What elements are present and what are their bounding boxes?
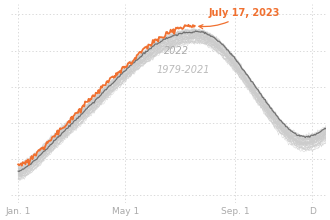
Text: 2022: 2022 bbox=[164, 46, 188, 56]
Text: 1979-2021: 1979-2021 bbox=[156, 66, 210, 75]
Text: July 17, 2023: July 17, 2023 bbox=[199, 8, 280, 29]
